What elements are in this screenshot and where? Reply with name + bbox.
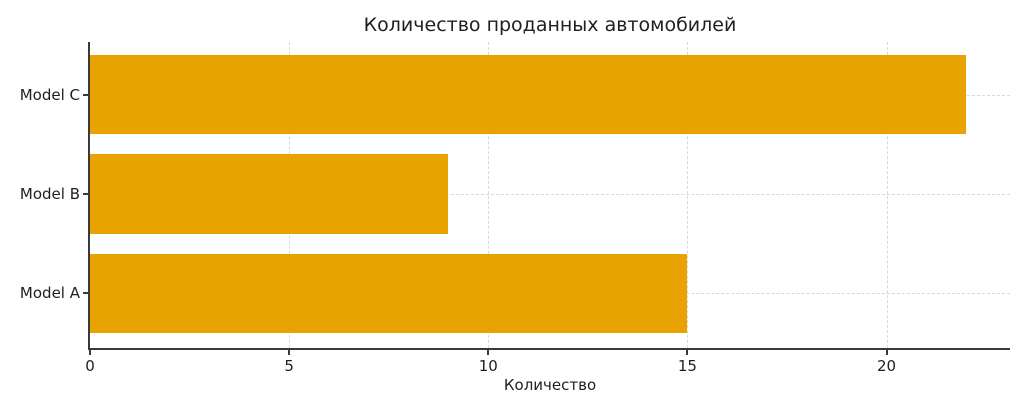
chart-title: Количество проданных автомобилей	[363, 14, 737, 36]
axis-layer: 0 5 10 15 20 Model A Model B Model C	[20, 42, 1010, 375]
y-tick-mark	[83, 193, 88, 195]
y-tick-label: Model C	[19, 85, 80, 104]
x-tick-mark	[885, 350, 888, 355]
x-tick-label: 20	[876, 357, 897, 375]
x-gridline	[687, 42, 689, 348]
bar	[90, 54, 967, 135]
bar	[90, 253, 688, 334]
x-axis-label: Количество	[503, 376, 597, 394]
y-tick-label: Model A	[19, 284, 80, 303]
x-tick-label: 10	[478, 357, 498, 375]
x-gridline	[886, 42, 888, 348]
x-tick-mark	[89, 350, 91, 355]
y-tick-mark	[83, 292, 88, 295]
y-gridline	[90, 194, 1010, 195]
plot-area: Количество проданных автомобилей 0 5 10 15 2…	[20, 14, 1010, 394]
x-gridline	[488, 42, 490, 348]
bars-layer	[90, 42, 1010, 348]
x-tick-label: 15	[677, 357, 697, 375]
x-tick-mark	[288, 350, 291, 355]
x-tick-label: 0	[85, 357, 95, 375]
y-tick-label: Model B	[19, 185, 80, 203]
x-tick-label: 5	[284, 357, 294, 375]
x-tick-mark	[487, 350, 490, 355]
bar	[90, 154, 449, 234]
x-tick-mark	[686, 350, 689, 355]
y-tick-mark	[83, 93, 88, 96]
